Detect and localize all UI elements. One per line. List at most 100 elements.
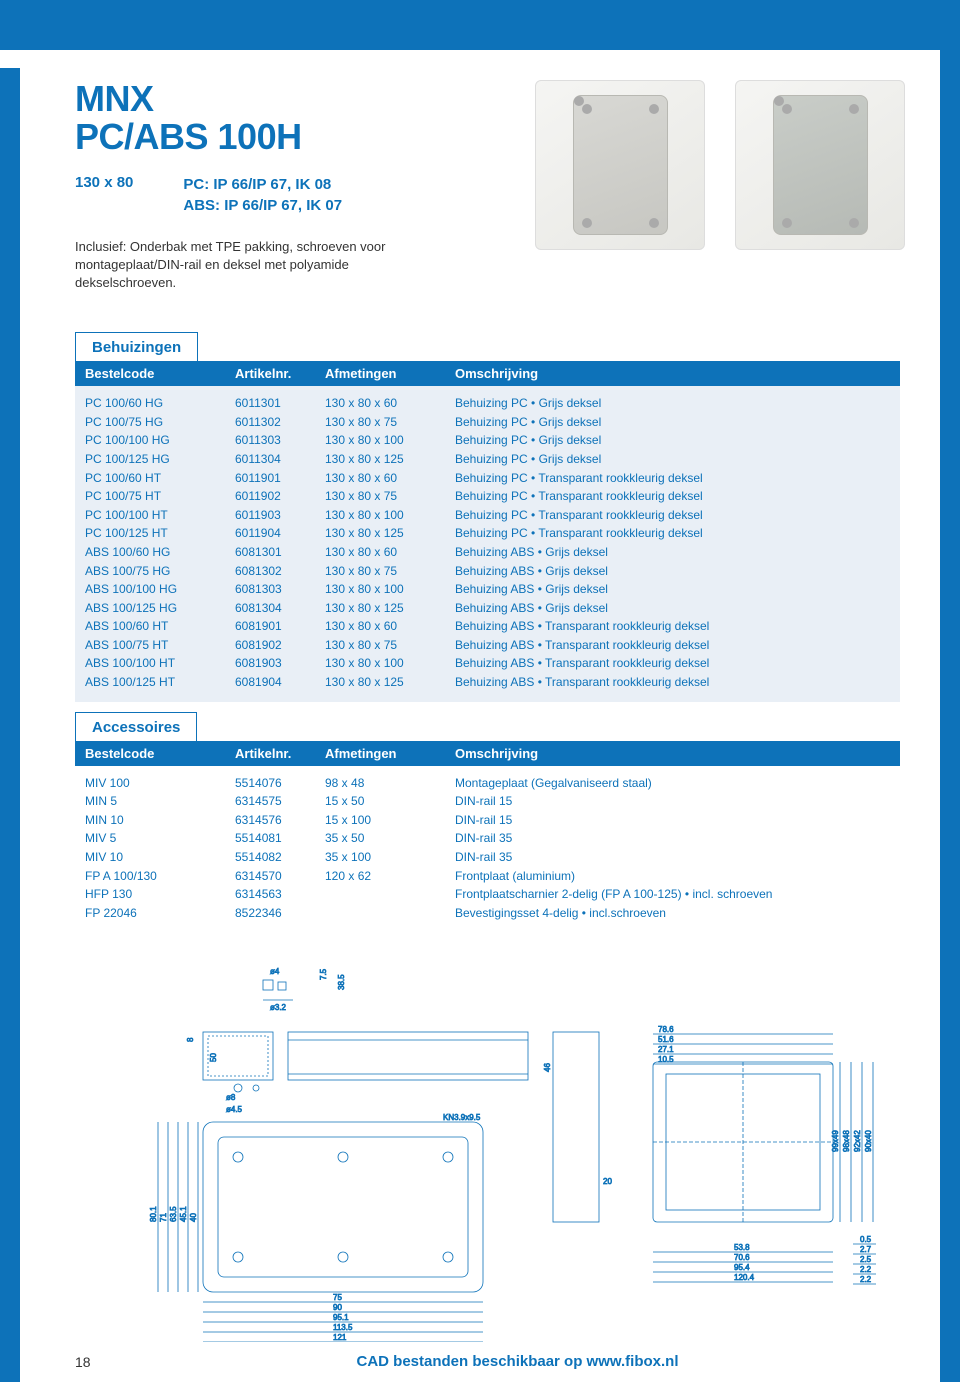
cell-art: 6011904 [235,524,325,543]
svg-text:27.1: 27.1 [658,1045,674,1054]
svg-text:92x42: 92x42 [853,1130,862,1152]
cell-dim [325,904,455,923]
cell-art: 6011901 [235,469,325,488]
cell-code: ABS 100/60 HT [85,617,235,636]
drawing-svg: ø4 ø3.2 7.5 38.5 8 50 ø8 ø4.5 [98,962,878,1342]
ip-spec: PC: IP 66/IP 67, IK 08 ABS: IP 66/IP 67,… [183,174,342,216]
cell-art: 6314563 [235,885,325,904]
product-image-transparent [735,80,905,250]
cell-desc: Behuizing PC • Transparant rookkleurig d… [455,469,890,488]
cell-dim: 130 x 80 x 60 [325,394,455,413]
knockout: KN3.9x9.5 [443,1113,481,1122]
cell-art: 6314576 [235,811,325,830]
svg-text:51.6: 51.6 [658,1035,674,1044]
cell-code: ABS 100/75 HG [85,562,235,581]
cell-code: ABS 100/60 HG [85,543,235,562]
enclosures-tab: Behuizingen [75,332,198,361]
table-row: MIN 5631457515 x 50DIN-rail 15 [85,792,890,811]
cell-code: PC 100/75 HG [85,413,235,432]
table-row: PC 100/100 HT6011903130 x 80 x 100Behuiz… [85,506,890,525]
cell-dim: 130 x 80 x 75 [325,636,455,655]
col-art: Artikelnr. [235,366,325,381]
cell-dim: 35 x 50 [325,829,455,848]
svg-text:121: 121 [333,1333,347,1342]
product-images [535,80,905,250]
svg-text:2.2: 2.2 [860,1275,872,1284]
cell-desc: DIN-rail 35 [455,848,890,867]
accessories-header: Bestelcode Artikelnr. Afmetingen Omschri… [75,741,900,766]
table-row: ABS 100/125 HG6081304130 x 80 x 125Behui… [85,599,890,618]
cell-code: MIN 10 [85,811,235,830]
svg-text:0.5: 0.5 [860,1235,872,1244]
svg-text:80.1: 80.1 [149,1206,158,1222]
table-row: MIV 100551407698 x 48Montageplaat (Gegal… [85,774,890,793]
cell-code: MIV 5 [85,829,235,848]
svg-text:45.1: 45.1 [179,1206,188,1222]
table-row: ABS 100/75 HT6081902130 x 80 x 75Behuizi… [85,636,890,655]
cell-desc: Behuizing PC • Grijs deksel [455,413,890,432]
cell-art: 6081903 [235,654,325,673]
cell-art: 8522346 [235,904,325,923]
cell-code: ABS 100/100 HG [85,580,235,599]
table-row: ABS 100/75 HG6081302130 x 80 x 75Behuizi… [85,562,890,581]
cell-desc: Behuizing PC • Grijs deksel [455,394,890,413]
svg-text:2.2: 2.2 [860,1265,872,1274]
svg-text:40: 40 [189,1213,198,1222]
product-image-grey [535,80,705,250]
cell-desc: Behuizing ABS • Grijs deksel [455,580,890,599]
cell-desc: Behuizing ABS • Transparant rookkleurig … [455,617,890,636]
cell-code: PC 100/60 HG [85,394,235,413]
dimensions: 130 x 80 [75,174,133,216]
dim-d1: ø4 [270,967,280,976]
cell-desc: Montageplaat (Gegalvaniseerd staal) [455,774,890,793]
enclosures-body: PC 100/60 HG6011301130 x 80 x 60Behuizin… [75,386,900,702]
cell-code: PC 100/125 HG [85,450,235,469]
svg-text:95.4: 95.4 [734,1263,750,1272]
table-row: PC 100/60 HG6011301130 x 80 x 60Behuizin… [85,394,890,413]
svg-text:10.5: 10.5 [658,1055,674,1064]
corner-notch [0,50,90,68]
table-row: ABS 100/60 HT6081901130 x 80 x 60Behuizi… [85,617,890,636]
cell-desc: Behuizing PC • Transparant rookkleurig d… [455,487,890,506]
cell-code: MIN 5 [85,792,235,811]
table-row: PC 100/75 HT6011902130 x 80 x 75Behuizin… [85,487,890,506]
svg-text:75: 75 [333,1293,342,1302]
svg-text:78.6: 78.6 [658,1025,674,1034]
table-row: PC 100/125 HG6011304130 x 80 x 125Behuiz… [85,450,890,469]
cell-art: 6011903 [235,506,325,525]
cell-dim: 130 x 80 x 60 [325,469,455,488]
accessories-body: MIV 100551407698 x 48Montageplaat (Gegal… [75,766,900,933]
svg-text:71: 71 [159,1213,168,1222]
page: MNX PC/ABS 100H 130 x 80 PC: IP 66/IP 67… [0,0,960,1382]
cell-desc: Behuizing ABS • Grijs deksel [455,599,890,618]
cell-art: 6081901 [235,617,325,636]
cell-art: 6081301 [235,543,325,562]
cell-desc: DIN-rail 35 [455,829,890,848]
cell-code: ABS 100/75 HT [85,636,235,655]
cell-art: 6314570 [235,867,325,886]
table-row: FP A 100/1306314570120 x 62Frontplaat (a… [85,867,890,886]
table-row: ABS 100/100 HT6081903130 x 80 x 100Behui… [85,654,890,673]
cell-code: ABS 100/100 HT [85,654,235,673]
cell-desc: Behuizing ABS • Grijs deksel [455,562,890,581]
footer-url: CAD bestanden beschikbaar op www.fibox.n… [135,1353,900,1370]
table-row: PC 100/100 HG6011303130 x 80 x 100Behuiz… [85,431,890,450]
cell-dim: 130 x 80 x 125 [325,524,455,543]
cell-code: MIV 100 [85,774,235,793]
cell-dim: 130 x 80 x 75 [325,413,455,432]
dim-20: 20 [603,1177,612,1186]
svg-text:2.7: 2.7 [860,1245,872,1254]
cell-art: 6011902 [235,487,325,506]
page-number: 18 [75,1354,135,1370]
table-row: MIN 10631457615 x 100DIN-rail 15 [85,811,890,830]
cell-desc: Behuizing PC • Grijs deksel [455,450,890,469]
col-desc: Omschrijving [455,366,890,381]
cell-dim: 130 x 80 x 75 [325,562,455,581]
cell-art: 6011303 [235,431,325,450]
col-dim: Afmetingen [325,746,455,761]
dim-d2: ø3.2 [270,1003,287,1012]
col-art: Artikelnr. [235,746,325,761]
spec-line2: ABS: IP 66/IP 67, IK 07 [183,195,342,216]
cell-dim: 130 x 80 x 75 [325,487,455,506]
cell-desc: Behuizing PC • Transparant rookkleurig d… [455,524,890,543]
